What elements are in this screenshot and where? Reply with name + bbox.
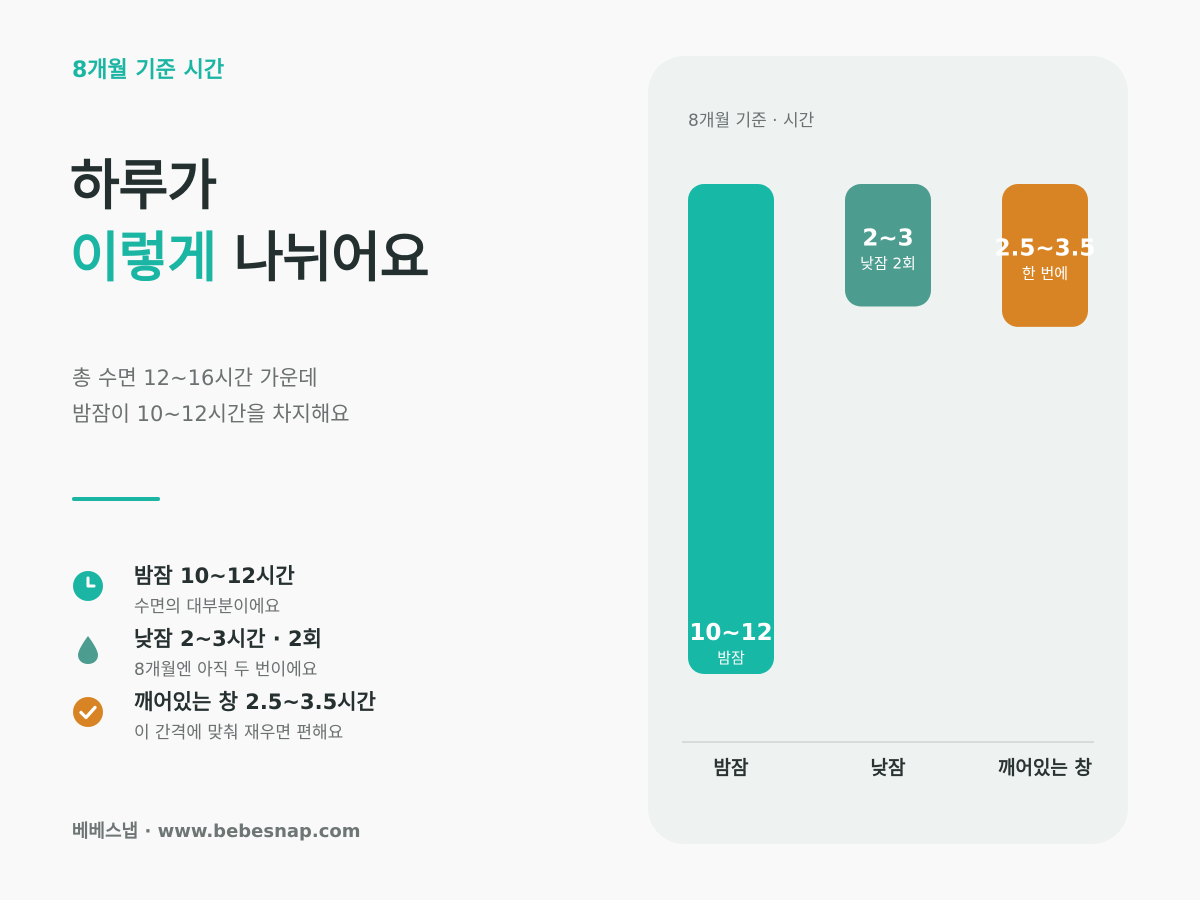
bar-value-label: 2~3 xyxy=(862,225,913,251)
legend-title: 낮잠 2~3시간 · 2회 xyxy=(134,627,322,651)
bar-sub-label: 한 번에 xyxy=(1022,264,1068,282)
subtext: 총 수면 12~16시간 가운데 밤잠이 10~12시간을 차지해요 xyxy=(72,360,350,432)
droplet-icon xyxy=(78,636,98,664)
subtext-line1: 총 수면 12~16시간 가운데 xyxy=(72,366,318,390)
bar-sub-label: 낮잠 2회 xyxy=(860,254,916,272)
legend-desc: 수면의 대부분이에요 xyxy=(134,597,281,617)
legend-desc: 8개월엔 아직 두 번이에요 xyxy=(134,660,318,680)
bar-1 xyxy=(845,184,931,307)
bar-sub-label: 밤잠 xyxy=(717,649,745,667)
footer-brand: 베베스냅 · www.bebesnap.com xyxy=(72,821,361,842)
accent-divider xyxy=(72,497,160,501)
category-label: 깨어있는 창 xyxy=(998,757,1093,779)
headline-line2: 이렇게 나뉘어요 xyxy=(70,222,430,294)
legend-title: 밤잠 10~12시간 xyxy=(134,564,295,588)
bar-0 xyxy=(688,184,774,674)
subtext-line2: 밤잠이 10~12시간을 차지해요 xyxy=(72,402,350,426)
chart-card: 8개월 기준 · 시간 10~12 밤잠 밤잠 2~3 낮잠 2회 낮잠 2.5~3.5 한 … xyxy=(648,56,1128,844)
clock-icon xyxy=(73,571,103,601)
category-label: 낮잠 xyxy=(871,757,906,779)
headline: 하루가 이렇게 나뉘어요 xyxy=(70,150,430,294)
eyebrow-label: 8개월 기준 시간 xyxy=(72,58,225,83)
headline-accent: 이렇게 xyxy=(70,226,217,289)
headline-line1: 하루가 xyxy=(70,154,217,217)
bar-2 xyxy=(1002,184,1088,327)
legend-title: 깨어있는 창 2.5~3.5시간 xyxy=(134,690,376,714)
bar-value-label: 10~12 xyxy=(689,620,772,646)
category-label: 밤잠 xyxy=(714,757,749,779)
bar-value-label: 2.5~3.5 xyxy=(995,235,1096,261)
chart-caption: 8개월 기준 · 시간 xyxy=(688,111,815,131)
headline-rest: 나뉘어요 xyxy=(216,226,430,289)
legend-desc: 이 간격에 맞춰 재우면 편해요 xyxy=(134,723,344,743)
check-icon xyxy=(73,697,103,727)
